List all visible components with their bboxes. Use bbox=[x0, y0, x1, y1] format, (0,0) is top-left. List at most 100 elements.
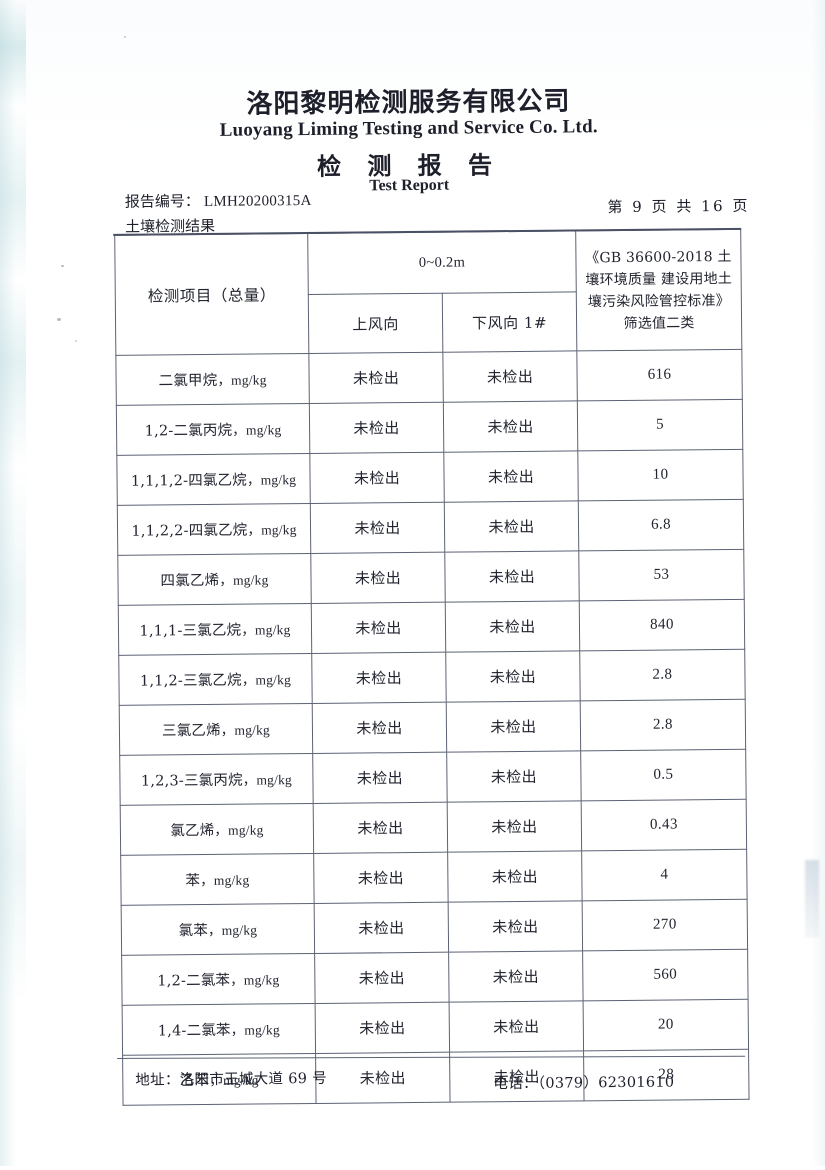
cell-upwind-result: 未检出 bbox=[309, 402, 444, 454]
cell-downwind1-result: 未检出 bbox=[442, 350, 578, 403]
page-indicator: 第 9 页 共 16 页 bbox=[607, 196, 751, 217]
analyte-unit: ，mg/kg bbox=[219, 572, 269, 588]
cell-analyte: 四氯乙烯，mg/kg bbox=[117, 553, 312, 606]
analyte-name: 四氯乙烯 bbox=[160, 572, 220, 590]
cell-downwind1-result: 未检出 bbox=[446, 750, 582, 803]
cell-analyte: 苯，mg/kg bbox=[120, 853, 315, 906]
cell-standard-value: 560 bbox=[582, 949, 749, 1001]
cell-standard-value: 10 bbox=[577, 449, 744, 501]
cell-standard-value: 20 bbox=[583, 999, 749, 1051]
analyte-name: 1,1,1,2-四氯乙烷 bbox=[130, 472, 248, 490]
cell-analyte: 1,2-二氯丙烷，mg/kg bbox=[116, 403, 310, 456]
table-row: 1,1,2,2-四氯乙烷，mg/kg 未检出 未检出 6.8 bbox=[117, 499, 744, 556]
cell-standard-value: 53 bbox=[578, 549, 745, 601]
cell-analyte: 1,4-二氯苯，mg/kg bbox=[122, 1003, 316, 1056]
analyte-name: 1,2-二氯苯 bbox=[157, 972, 231, 990]
cell-analyte: 1,1,1,2-四氯乙烷，mg/kg bbox=[116, 453, 311, 506]
analyte-unit: ，mg/kg bbox=[241, 672, 292, 688]
cell-standard-value: 5 bbox=[577, 399, 743, 451]
scan-speck bbox=[75, 340, 77, 342]
analyte-name: 1,2,3-三氯丙烷 bbox=[140, 772, 243, 790]
analyte-unit: ，mg/kg bbox=[217, 372, 267, 388]
cell-standard-value: 270 bbox=[582, 899, 748, 951]
cell-analyte: 1,2-二氯苯，mg/kg bbox=[121, 953, 316, 1006]
cell-analyte: 1,1,1-三氯乙烷，mg/kg bbox=[118, 603, 312, 656]
analyte-name: 二氯甲烷 bbox=[158, 372, 218, 390]
cell-downwind1-result: 未检出 bbox=[447, 850, 583, 903]
cell-analyte: 氯苯，mg/kg bbox=[121, 903, 315, 956]
header-upwind: 上风向 bbox=[308, 293, 443, 354]
header-item-column: 检测项目（总量） bbox=[114, 233, 309, 356]
cell-upwind-result: 未检出 bbox=[313, 802, 448, 854]
cell-upwind-result: 未检出 bbox=[314, 952, 450, 1004]
cell-upwind-result: 未检出 bbox=[311, 602, 446, 654]
cell-analyte: 1,1,2-三氯乙烷，mg/kg bbox=[118, 653, 313, 706]
cell-standard-value: 0.43 bbox=[581, 799, 747, 851]
header-row-top: 检测项目（总量） 0~0.2m 《GB 36600-2018 土壤环境质量 建设… bbox=[114, 229, 742, 356]
cell-downwind1-result: 未检出 bbox=[445, 650, 581, 703]
analyte-name: 1,4-二氯苯 bbox=[157, 1022, 231, 1040]
table-body: 二氯甲烷，mg/kg 未检出 未检出 616 1,2-二氯丙烷，mg/kg 未检出 未检出 5… bbox=[115, 349, 750, 1106]
table-row: 氯乙烯，mg/kg 未检出 未检出 0.43 bbox=[120, 799, 747, 856]
analyte-unit: ，mg/kg bbox=[241, 622, 291, 638]
cell-upwind-result: 未检出 bbox=[313, 852, 449, 904]
analyte-unit: ，mg/kg bbox=[246, 472, 297, 488]
cell-upwind-result: 未检出 bbox=[310, 502, 445, 554]
table-row: 三氯乙烯，mg/kg 未检出 未检出 2.8 bbox=[119, 699, 746, 756]
table-row: 1,2,3-三氯丙烷，mg/kg 未检出 未检出 0.5 bbox=[119, 749, 747, 806]
analyte-unit: ，mg/kg bbox=[247, 522, 297, 538]
cell-standard-value: 616 bbox=[576, 349, 743, 401]
soil-results-table-wrapper: 检测项目（总量） 0~0.2m 《GB 36600-2018 土壤环境质量 建设… bbox=[114, 229, 750, 1106]
table-head: 检测项目（总量） 0~0.2m 《GB 36600-2018 土壤环境质量 建设… bbox=[114, 229, 742, 356]
table-row: 1,2-二氯苯，mg/kg 未检出 未检出 560 bbox=[121, 949, 749, 1006]
analyte-unit: ，mg/kg bbox=[230, 972, 280, 988]
analyte-name: 1,2-二氯丙烷 bbox=[144, 422, 233, 440]
header-downwind-1: 下风向 1# bbox=[442, 291, 577, 353]
table-row: 1,4-二氯苯，mg/kg 未检出 未检出 20 bbox=[122, 999, 749, 1056]
cell-downwind1-result: 未检出 bbox=[444, 500, 579, 553]
cell-upwind-result: 未检出 bbox=[312, 702, 447, 754]
cell-standard-value: 2.8 bbox=[580, 699, 746, 751]
analyte-name: 苯 bbox=[185, 873, 201, 890]
analyte-unit: ，mg/kg bbox=[220, 722, 271, 738]
cell-analyte: 1,2,3-三氯丙烷，mg/kg bbox=[119, 753, 314, 806]
cell-downwind1-result: 未检出 bbox=[446, 700, 581, 753]
cell-upwind-result: 未检出 bbox=[312, 752, 448, 804]
scan-speck bbox=[124, 36, 126, 38]
scan-speck bbox=[57, 318, 61, 321]
table-row: 1,2-二氯丙烷，mg/kg 未检出 未检出 5 bbox=[116, 399, 743, 456]
table-row: 四氯乙烯，mg/kg 未检出 未检出 53 bbox=[117, 549, 745, 606]
analyte-name: 氯苯 bbox=[178, 922, 209, 940]
footer-address: 地址：洛阳市王城大道 69 号 bbox=[135, 1070, 328, 1089]
cell-standard-value: 4 bbox=[581, 849, 748, 901]
table-row: 1,1,1-三氯乙烷，mg/kg 未检出 未检出 840 bbox=[118, 599, 745, 656]
footer-telephone: 电话：（0379）62301610 bbox=[493, 1074, 675, 1093]
cell-downwind1-result: 未检出 bbox=[448, 900, 583, 953]
analyte-name: 1,1,1-三氯乙烷 bbox=[139, 622, 242, 640]
cell-analyte: 1,1,2,2-四氯乙烷，mg/kg bbox=[117, 503, 311, 556]
cell-standard-value: 840 bbox=[579, 599, 745, 651]
cell-standard-value: 0.5 bbox=[580, 749, 747, 801]
report-number: 报告编号： LMH20200315A bbox=[125, 191, 312, 211]
table-row: 氯苯，mg/kg 未检出 未检出 270 bbox=[121, 899, 748, 956]
analyte-unit: ，mg/kg bbox=[207, 922, 258, 938]
header-standard-column: 《GB 36600-2018 土壤环境质量 建设用地土壤污染风险管控标准》筛选值… bbox=[575, 229, 742, 351]
table-row: 苯，mg/kg 未检出 未检出 4 bbox=[120, 849, 748, 906]
table-row: 1,1,2-三氯乙烷，mg/kg 未检出 未检出 2.8 bbox=[118, 649, 746, 706]
analyte-unit: ，mg/kg bbox=[230, 1022, 280, 1038]
report-number-value: LMH20200315A bbox=[203, 192, 312, 210]
cell-analyte: 三氯乙烯，mg/kg bbox=[119, 703, 313, 756]
cell-downwind1-result: 未检出 bbox=[444, 550, 580, 603]
cell-standard-value: 2.8 bbox=[579, 649, 746, 701]
cell-upwind-result: 未检出 bbox=[315, 1002, 450, 1054]
table-row: 二氯甲烷，mg/kg 未检出 未检出 616 bbox=[115, 349, 743, 406]
header-depth-group: 0~0.2m bbox=[307, 230, 577, 295]
report-number-label: 报告编号： bbox=[124, 192, 200, 211]
analyte-name: 1,1,2-三氯乙烷 bbox=[139, 672, 242, 690]
cell-downwind1-result: 未检出 bbox=[443, 450, 579, 503]
cell-downwind1-result: 未检出 bbox=[445, 600, 580, 653]
analyte-unit: ，mg/kg bbox=[214, 822, 264, 838]
cell-analyte: 二氯甲烷，mg/kg bbox=[115, 353, 310, 406]
cell-upwind-result: 未检出 bbox=[309, 452, 445, 504]
